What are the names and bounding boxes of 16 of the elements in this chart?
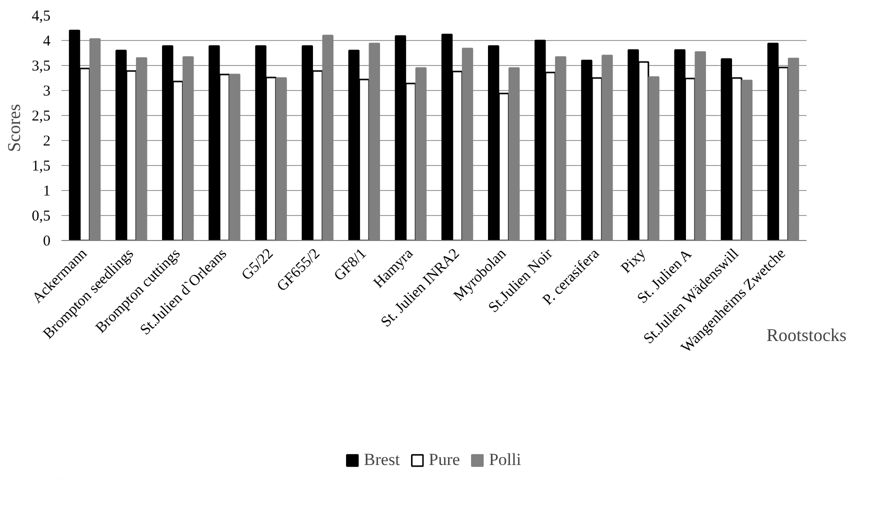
x-tick-label: Pixy — [618, 245, 650, 277]
y-tick-label: 0,5 — [32, 208, 50, 224]
y-tick-label: 2,5 — [32, 108, 50, 124]
legend-label: Pure — [428, 450, 460, 470]
y-tick-label: 3,5 — [32, 58, 50, 74]
x-axis-title: Rootstocks — [766, 324, 847, 345]
y-tick-label: 2 — [43, 134, 50, 150]
y-tick-label: 0 — [43, 234, 50, 250]
legend-label: Brest — [364, 450, 400, 470]
legend-label: Polli — [488, 450, 522, 470]
y-tick-label: 3 — [43, 84, 50, 100]
y-tick-label: 1 — [43, 184, 50, 200]
y-tick-label: 4 — [43, 34, 51, 50]
y-tick-label: 1,5 — [32, 158, 50, 174]
y-tick-label: 4,5 — [32, 8, 50, 24]
y-axis-title: Scores — [4, 104, 24, 152]
